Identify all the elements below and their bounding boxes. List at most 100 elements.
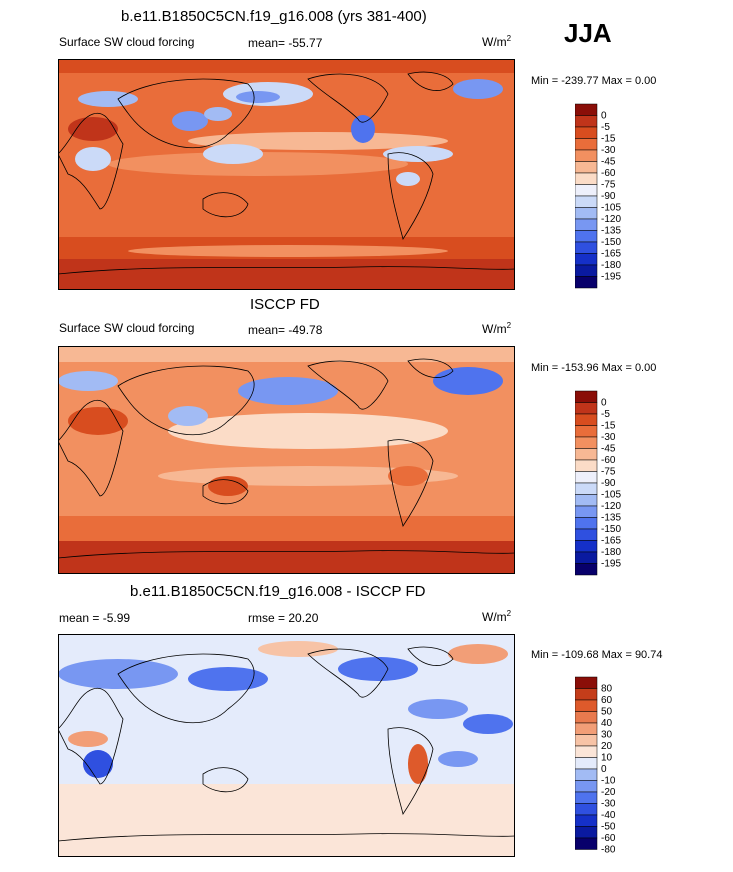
colorbar-1-label: -120 [601,214,621,225]
colorbar-2-label: -5 [601,409,610,420]
panel-2-variable-label: Surface SW cloud forcing [59,321,195,335]
arctic-cloud [453,79,503,99]
panel-1-units: W/m2 [482,34,512,49]
panel-3-title: b.e11.B1850C5CN.f19_g16.008 - ISCCP FD [130,583,426,600]
panel-2-title: ISCCP FD [250,296,320,313]
colorbar-3-box [575,780,598,793]
colorbar-3-box [575,745,598,758]
colorbar-1-box [575,195,598,208]
colorbar-2-label: -90 [601,478,616,489]
colorbar-1-box [575,138,598,151]
colorbar-3-label: 30 [601,730,613,741]
colorbar-1-box [575,218,598,231]
west-pacific-cloud [203,144,263,164]
colorbar-2-box [575,425,598,438]
panel-1-minmax: Min = -239.77 Max = 0.00 [531,75,657,87]
colorbar-1-label: -60 [601,168,616,179]
colorbar-1-box [575,276,598,289]
europe-cloud [78,91,138,107]
africa-cloud [75,147,111,171]
tropical-pacific-light [188,132,448,150]
colorbar-3-box [575,803,598,816]
colorbar-2-box [575,413,598,426]
colorbar-3-label: 0 [601,764,607,775]
colorbar-3-box [575,768,598,781]
panel-3-mean-label: mean = -5.99 [59,611,131,625]
north-pacific-cloud-core [236,91,280,103]
colorbar-3-label: -50 [601,822,616,833]
coastlines [58,71,515,275]
panel-1-mean-label: mean= -55.77 [248,36,323,50]
colorbar-2-box [575,436,598,449]
colorbar-2-box [575,494,598,507]
colorbar-1-box [575,207,598,220]
panel-2-mean-label: mean= -49.78 [248,323,323,337]
panel-2-minmax: Min = -153.96 Max = 0.00 [531,362,657,374]
colorbar-1-box [575,126,598,139]
colorbar-3-box [575,734,598,747]
colorbar-2-label: 0 [601,398,607,409]
panel-1-map [58,59,515,290]
colorbar-2-box [575,482,598,495]
colorbar-2-box [575,390,598,403]
colorbar-2-box [575,528,598,541]
colorbar-1-label: -5 [601,122,610,133]
colorbar-2-label: -165 [601,536,621,547]
colorbar-1-label: -105 [601,203,621,214]
colorbar-3-box [575,837,598,850]
colorbar-2-box [575,551,598,564]
panel-1-variable-label: Surface SW cloud forcing [59,35,195,49]
colorbar-3-box [575,814,598,827]
colorbar-3-box [575,676,598,689]
colorbar-2-label: -60 [601,455,616,466]
colorbar-1-label: -135 [601,226,621,237]
colorbar-2-box [575,448,598,461]
panel-2-units: W/m2 [482,321,512,336]
colorbar-2-label: -150 [601,524,621,535]
colorbar-1-box [575,241,598,254]
antarctic-band [58,259,515,290]
colorbar-1-label: -15 [601,134,616,145]
panel-2-colorbar: 0-5-15-30-45-60-75-90-105-120-135-150-16… [575,390,621,576]
southern-cloud [128,245,448,257]
colorbar-1-label: -45 [601,157,616,168]
colorbar-2-box [575,505,598,518]
colorbar-2-box [575,402,598,415]
colorbar-2-label: -135 [601,513,621,524]
colorbar-2-label: -15 [601,421,616,432]
colorbar-1-box [575,172,598,185]
colorbar-2-label: -30 [601,432,616,443]
colorbar-3-label: 80 [601,684,613,695]
colorbar-1-box [575,230,598,243]
colorbar-1-box [575,149,598,162]
colorbar-3-label: 20 [601,741,613,752]
colorbar-1-box [575,184,598,197]
india-monsoon [172,111,208,131]
colorbar-3-label: -60 [601,833,616,844]
colorbar-3-label: 50 [601,707,613,718]
colorbar-1-label: -75 [601,180,616,191]
panel-1-title: b.e11.B1850C5CN.f19_g16.008 (yrs 381-400… [121,8,427,25]
colorbar-2-label: -45 [601,444,616,455]
colorbar-3-label: -80 [601,845,616,856]
colorbar-1-label: -165 [601,249,621,260]
pacific-band-light [108,152,408,176]
colorbar-1-label: -30 [601,145,616,156]
colorbar-1-label: 0 [601,111,607,122]
colorbar-1-box [575,253,598,266]
colorbar-3-box [575,791,598,804]
colorbar-3-label: -40 [601,810,616,821]
colorbar-2-label: -120 [601,501,621,512]
colorbar-3-label: -30 [601,799,616,810]
panel-2-map [58,346,515,574]
colorbar-2-box [575,540,598,553]
colorbar-3-label: 10 [601,753,613,764]
panel-3-minmax: Min = -109.68 Max = 90.74 [531,649,663,661]
colorbar-2-label: -75 [601,467,616,478]
colorbar-1-label: -150 [601,237,621,248]
colorbar-2-label: -105 [601,490,621,501]
colorbar-3-box [575,711,598,724]
colorbar-1-box [575,264,598,277]
namerica-monsoon [351,115,375,143]
